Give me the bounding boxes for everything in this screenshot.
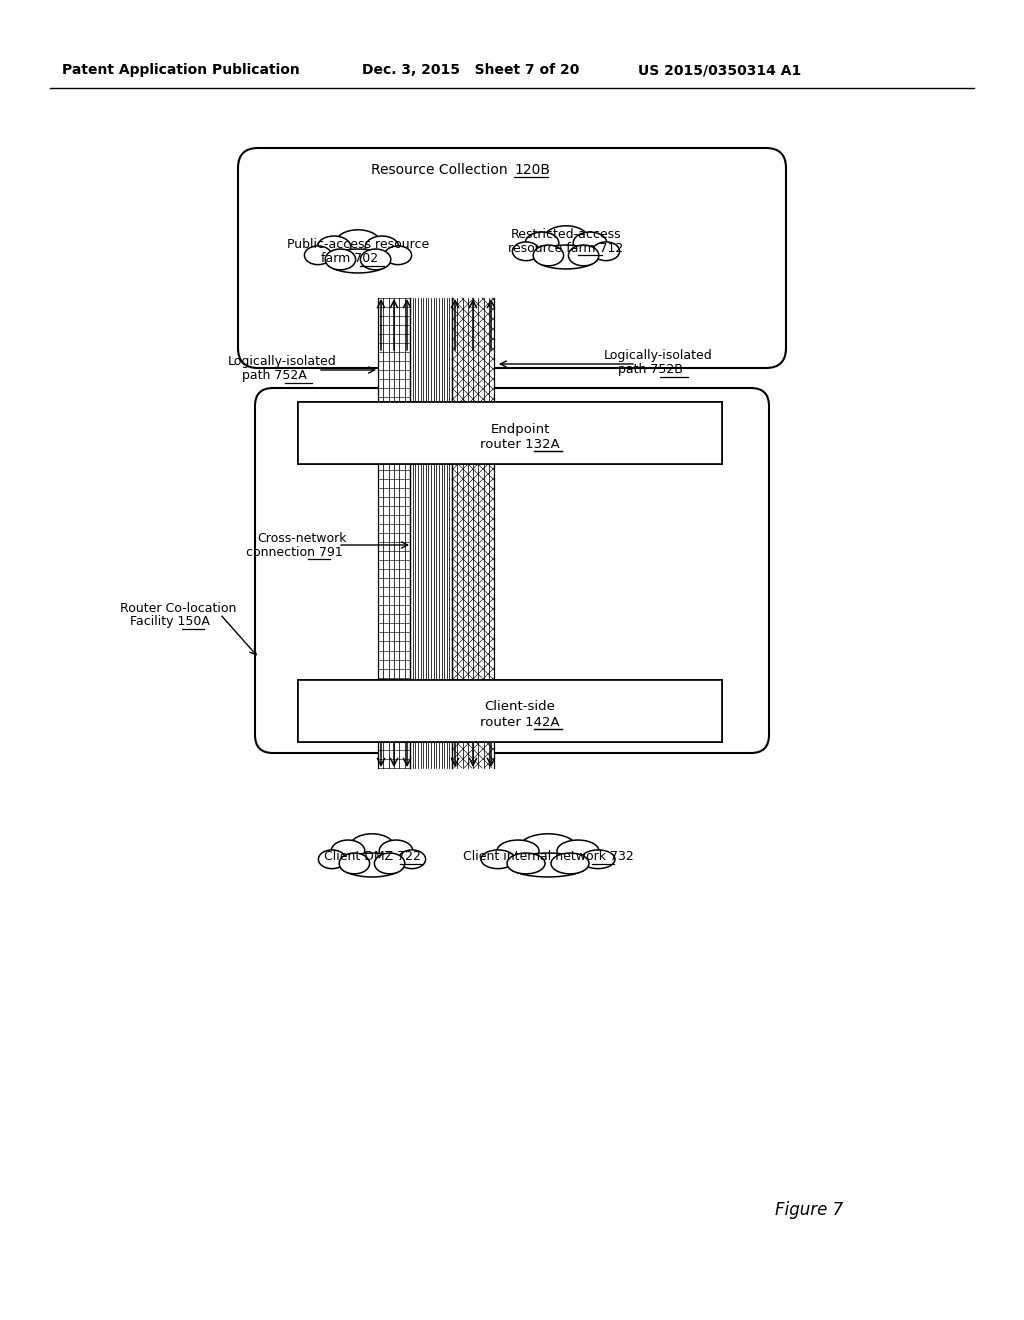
Ellipse shape (398, 850, 426, 869)
Ellipse shape (336, 230, 380, 256)
Ellipse shape (304, 246, 332, 264)
Text: farm 702: farm 702 (322, 252, 379, 265)
Ellipse shape (544, 226, 589, 252)
Text: Client-side: Client-side (484, 701, 555, 714)
Bar (298, 403, 722, 465)
Text: Resource Collection: Resource Collection (371, 162, 512, 177)
Text: 120B: 120B (514, 162, 550, 177)
Ellipse shape (534, 246, 563, 265)
Text: Client DMZ 722: Client DMZ 722 (324, 850, 421, 863)
Ellipse shape (568, 246, 599, 265)
Ellipse shape (340, 853, 404, 876)
FancyBboxPatch shape (238, 148, 786, 368)
Text: Restricted-access: Restricted-access (511, 227, 622, 240)
Ellipse shape (551, 853, 589, 874)
Text: Logically-isolated: Logically-isolated (227, 355, 336, 368)
Text: US 2015/0350314 A1: US 2015/0350314 A1 (638, 63, 801, 77)
Ellipse shape (326, 249, 355, 269)
Ellipse shape (349, 834, 394, 859)
Text: Endpoint: Endpoint (490, 422, 550, 436)
Text: Router Co-location: Router Co-location (120, 602, 237, 615)
Text: connection 791: connection 791 (246, 545, 342, 558)
Text: Facility 150A: Facility 150A (130, 615, 210, 628)
Ellipse shape (525, 232, 559, 253)
Bar (298, 680, 722, 742)
Ellipse shape (520, 834, 575, 859)
Ellipse shape (331, 840, 365, 862)
Ellipse shape (497, 840, 539, 862)
Text: Cross-network: Cross-network (257, 532, 347, 544)
Bar (298, 403, 722, 465)
Ellipse shape (481, 850, 515, 869)
Ellipse shape (318, 850, 346, 869)
Text: Logically-isolated: Logically-isolated (603, 350, 713, 363)
Bar (452, 298, 494, 768)
Ellipse shape (317, 236, 351, 257)
Ellipse shape (339, 853, 370, 874)
Ellipse shape (366, 236, 398, 257)
Ellipse shape (379, 840, 413, 862)
Text: Figure 7: Figure 7 (775, 1201, 843, 1218)
Bar (378, 298, 410, 768)
Ellipse shape (557, 840, 599, 862)
Ellipse shape (375, 853, 404, 874)
Text: Client-side: Client-side (484, 701, 555, 714)
Text: Client internal network 732: Client internal network 732 (463, 850, 634, 863)
Bar (298, 680, 722, 742)
Ellipse shape (384, 246, 412, 264)
Ellipse shape (534, 246, 598, 269)
Ellipse shape (573, 232, 607, 253)
Text: Dec. 3, 2015   Sheet 7 of 20: Dec. 3, 2015 Sheet 7 of 20 (362, 63, 580, 77)
Text: Endpoint: Endpoint (490, 422, 550, 436)
Text: router 132A: router 132A (480, 437, 560, 450)
Ellipse shape (507, 853, 545, 874)
Text: resource farm 712: resource farm 712 (508, 242, 624, 255)
Ellipse shape (326, 249, 390, 273)
Text: router 142A: router 142A (480, 715, 560, 729)
Ellipse shape (581, 850, 615, 869)
Ellipse shape (512, 242, 540, 260)
Text: router 132A: router 132A (480, 437, 560, 450)
Text: path 752A: path 752A (242, 370, 306, 383)
FancyBboxPatch shape (255, 388, 769, 752)
Text: Public-access resource: Public-access resource (287, 238, 429, 251)
Text: router 142A: router 142A (480, 715, 560, 729)
Text: Patent Application Publication: Patent Application Publication (62, 63, 300, 77)
Bar (410, 298, 452, 768)
Text: path 752B: path 752B (617, 363, 682, 376)
Ellipse shape (593, 242, 620, 260)
Ellipse shape (360, 249, 391, 269)
Ellipse shape (508, 853, 588, 876)
